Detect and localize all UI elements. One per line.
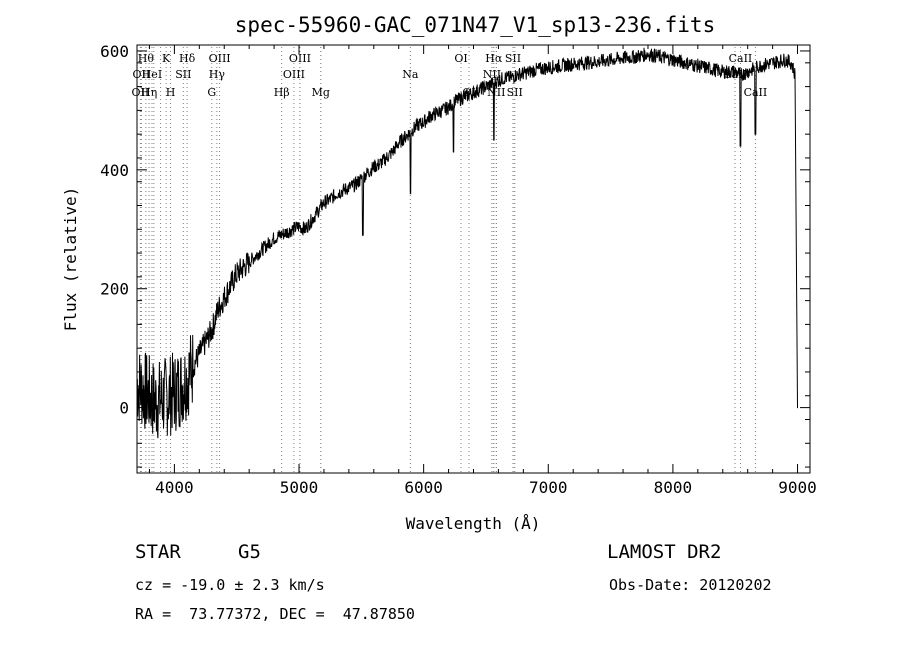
marker-label-4: HeI [142,68,162,81]
marker-label-7: K [162,52,171,65]
spectrum-series [136,47,798,439]
chart-title: spec-55960-GAC_071N47_V1_sp13-236.fits [235,13,715,37]
marker-label-8: H [166,86,176,99]
marker-label-28: CaII [744,86,768,99]
marker-label-10: Hδ [179,52,196,65]
marker-label-11: G [207,86,216,99]
spectrum-line [136,47,798,439]
x-tick-label-1: 5000 [280,478,319,497]
axes: 4000 5000 6000 7000 8000 9000 0 200 400 600 [100,42,817,497]
marker-label-14: Hβ [274,86,290,99]
x-tick-label-2: 6000 [404,478,443,497]
x-tick-label-0: 4000 [155,478,194,497]
object-class: STAR [135,541,181,563]
object-subclass: G5 [238,541,261,563]
marker-label-15: OIII [283,68,305,81]
obs-date: Obs-Date: 20120202 [609,576,772,594]
marker-label-24: SII [505,52,521,65]
line-markers: OIIOIIHθHηHeIKHSIIHδGHγOIIIHβOIIIOIIIMgN… [132,47,768,472]
marker-label-19: OI [454,52,467,65]
marker-label-3: Hη [141,86,157,99]
y-tick-label-1: 200 [100,280,129,299]
marker-label-18: Na [402,68,419,81]
x-tick-label-3: 7000 [529,478,568,497]
marker-label-17: Mg [312,86,330,99]
redshift-readout: cz = -19.0 ± 2.3 km/s [135,576,325,594]
marker-label-13: OIII [209,52,231,65]
marker-label-12: Hγ [209,68,226,81]
y-tick-label-0: 0 [119,399,129,418]
marker-label-27: CaII [729,52,753,65]
marker-label-22: Hα [485,52,503,65]
x-axis-label: Wavelength (Å) [406,514,541,533]
y-tick-label-3: 600 [100,42,129,61]
marker-label-25: SII [507,86,523,99]
marker-label-9: SII [175,68,191,81]
y-tick-label-2: 400 [100,161,129,180]
plot-frame [136,44,811,474]
y-axis-label: Flux (relative) [61,187,80,332]
marker-label-16: OIII [289,52,311,65]
marker-label-0: OII [132,86,150,99]
marker-label-2: Hθ [138,52,155,65]
survey-name: LAMOST DR2 [607,541,722,563]
x-tick-label-5: 9000 [778,478,817,497]
coordinates: RA = 73.77372, DEC = 47.87850 [135,605,415,623]
x-tick-label-4: 8000 [654,478,693,497]
marker-label-23: NII [487,86,505,99]
